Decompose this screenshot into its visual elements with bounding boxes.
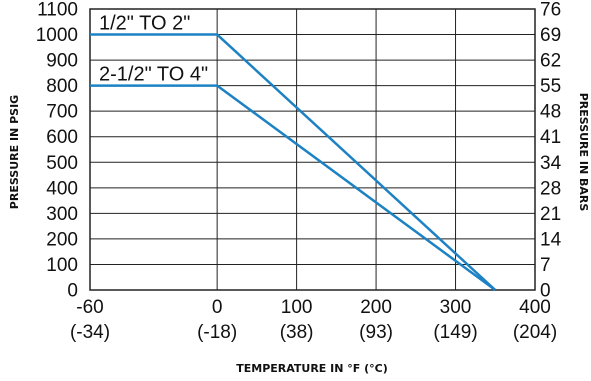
plot-frame [89,8,536,291]
y2-tick-label: 28 [540,178,561,199]
y2-tick-label: 48 [540,102,561,123]
y-tick-label: 600 [46,127,78,148]
y-tick-label: 900 [46,51,78,72]
y2-tick-label: 21 [540,204,561,225]
y-tick-label: 700 [46,102,78,123]
x-tick-label-f: -60 [76,297,103,318]
x-tick-label-f: 300 [440,297,472,318]
x-tick-label-c: (38) [280,322,314,343]
y-tick-label: 1000 [36,25,78,46]
x-axis-title: TEMPERATURE IN °F (°C) [236,362,388,375]
y2-tick-label: 76 [540,0,561,21]
y-tick-label: 300 [46,204,78,225]
x-tick-label-c: (-18) [197,322,237,343]
series-lines [90,33,497,292]
y-tick-label: 100 [46,255,78,276]
y2-tick-label: 7 [540,255,551,276]
y-tick-label: 200 [46,229,78,250]
series-line-2 [90,84,497,292]
y-tick-label: 400 [46,178,78,199]
x-tick-label-c: (204) [513,322,557,343]
series-label-2: 2-1/2" TO 4" [99,64,208,86]
y2-tick-label: 34 [540,153,562,174]
y2-tick-label: 41 [540,127,561,148]
x-axis-ticks: -60 (-34) 0 (-18) 100 (38) 200 (93) 300 (149) 400 (… [70,297,557,343]
x-tick-label-f: 200 [360,297,392,318]
y-tick-label: 0 [67,281,78,302]
x-tick-label-c: (93) [359,322,393,343]
x-tick-label-f: 0 [212,297,223,318]
y2-tick-label: 69 [540,25,561,46]
y-tick-label: 1100 [37,0,78,21]
x-tick-label-f: 400 [519,297,551,318]
x-tick-label-c: (-34) [70,322,110,343]
y-axis-ticks: 0 100 200 300 400 500 600 700 800 900 1000 1100 [36,0,78,302]
y2-tick-label: 62 [540,51,561,72]
series-line-1 [90,33,497,291]
y2-tick-label: 55 [540,76,561,97]
y-tick-label: 500 [46,153,78,174]
y-axis-title: PRESSURE IN PSIG [8,95,21,209]
y2-tick-label: 14 [540,229,562,250]
series-labels: 1/2" TO 2" 2-1/2" TO 4" [99,13,208,86]
x-tick-label-f: 100 [281,297,313,318]
y-tick-label: 800 [46,76,78,97]
x-tick-label-c: (149) [433,322,477,343]
y2-axis-ticks: 0 7 14 21 28 34 41 48 55 62 69 76 [540,0,562,302]
y2-tick-label: 0 [540,281,551,302]
series-label-1: 1/2" TO 2" [99,13,190,35]
y2-axis-title: PRESSURE IN BARS [577,93,590,212]
